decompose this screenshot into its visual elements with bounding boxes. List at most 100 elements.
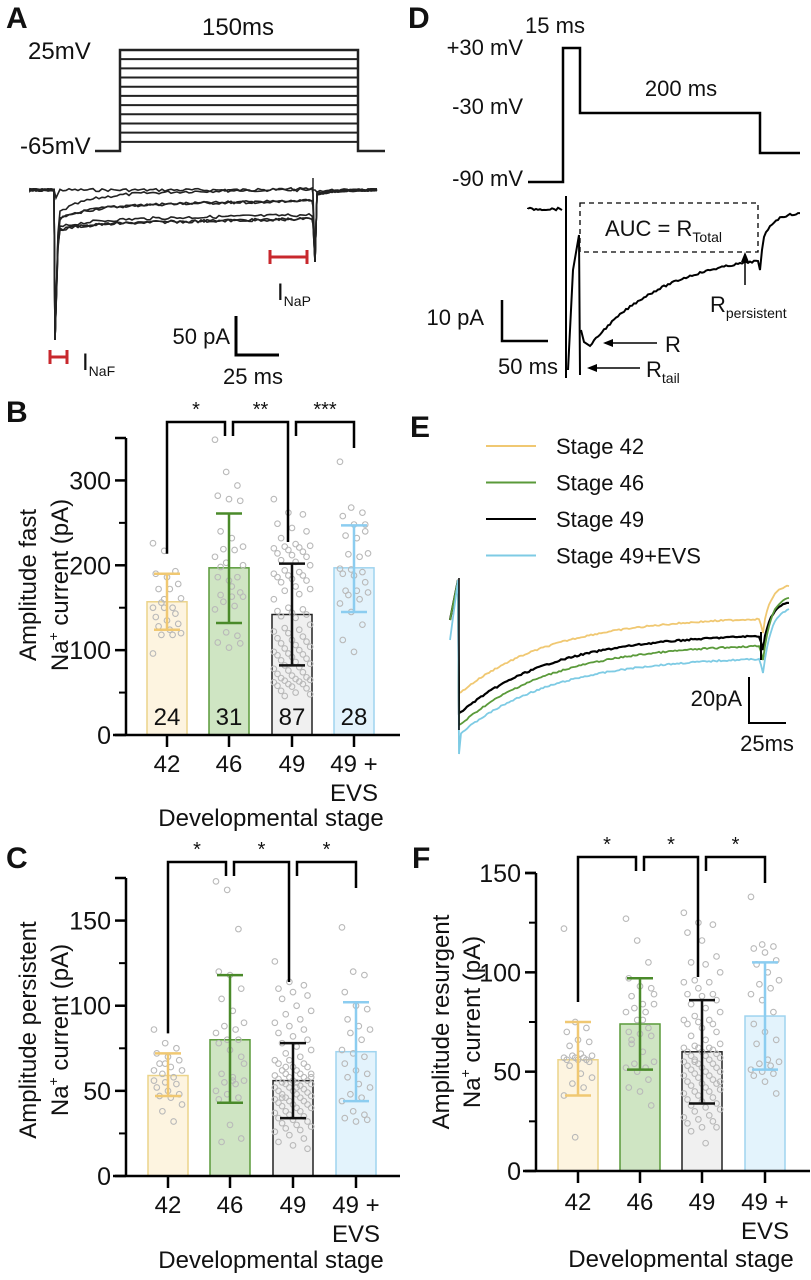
data-point xyxy=(220,598,227,606)
data-point xyxy=(300,1060,308,1067)
data-point xyxy=(713,1123,720,1131)
y-label-superscript: + xyxy=(45,632,61,640)
data-point xyxy=(691,976,699,984)
data-point xyxy=(158,631,165,639)
data-point xyxy=(300,1026,308,1033)
data-point xyxy=(307,1070,315,1078)
data-point xyxy=(705,1044,713,1052)
voltage-step-protocol xyxy=(95,48,385,153)
data-point xyxy=(588,1052,596,1060)
panel-label-d: D xyxy=(408,2,430,35)
significance-bracket xyxy=(232,860,291,982)
data-point xyxy=(218,1070,225,1078)
data-point xyxy=(175,1056,183,1064)
data-point xyxy=(356,595,363,603)
data-point xyxy=(631,1060,638,1068)
data-point xyxy=(680,1072,688,1079)
data-point xyxy=(680,1090,688,1097)
inap-label: INaP xyxy=(277,279,311,309)
data-point xyxy=(347,504,355,511)
data-point xyxy=(303,553,310,561)
data-point xyxy=(713,953,720,960)
data-point xyxy=(292,583,299,590)
data-point xyxy=(288,551,296,559)
data-point xyxy=(628,992,635,1000)
data-point xyxy=(306,621,314,629)
data-point xyxy=(270,665,278,673)
data-point xyxy=(300,1135,308,1142)
data-point xyxy=(275,1138,282,1146)
y-label-superscript: + xyxy=(45,1077,61,1085)
data-point xyxy=(288,683,296,690)
data-point xyxy=(281,567,289,574)
data-point xyxy=(278,1078,286,1086)
data-point xyxy=(240,1019,248,1027)
data-point xyxy=(684,1078,691,1085)
data-point xyxy=(647,1032,655,1040)
data-point xyxy=(680,1016,688,1024)
data-point xyxy=(709,921,717,929)
data-point xyxy=(687,1082,695,1089)
n-label: 31 xyxy=(216,704,243,731)
data-point xyxy=(150,1067,158,1074)
data-point xyxy=(296,1053,304,1061)
scale-bar xyxy=(234,316,279,357)
r-label: R xyxy=(665,332,681,357)
data-point xyxy=(169,604,176,612)
data-point xyxy=(304,1077,311,1084)
data-point xyxy=(281,543,289,550)
data-point xyxy=(356,553,363,561)
resurgent-current-trace xyxy=(527,206,801,348)
data-point xyxy=(645,1076,652,1083)
data-point xyxy=(705,978,713,986)
data-point xyxy=(684,1048,691,1056)
data-point xyxy=(358,1036,365,1044)
panel-d: D 15 ms 200 ms +30 mV -30 mV -90 mV AUC … xyxy=(408,2,801,386)
data-point xyxy=(691,1088,699,1095)
data-point xyxy=(341,1114,349,1122)
data-point xyxy=(217,563,224,571)
data-point xyxy=(307,1073,315,1081)
scale-x-label: 25 ms xyxy=(223,364,283,389)
scale-y-label: 10 pA xyxy=(427,305,485,330)
y-label-rest: current (pA) xyxy=(459,936,486,1069)
data-point xyxy=(647,1102,655,1109)
significance-bracket xyxy=(295,860,358,888)
data-point xyxy=(684,1096,691,1103)
data-point xyxy=(178,1067,186,1074)
significance-label: * xyxy=(667,834,675,856)
data-point xyxy=(775,1058,783,1066)
x-tick-label: 42 xyxy=(565,1189,592,1216)
data-point xyxy=(306,660,314,668)
data-point xyxy=(338,924,346,931)
data-point xyxy=(698,937,706,944)
significance-bracket xyxy=(294,420,356,448)
stage-traces xyxy=(448,578,790,755)
data-point xyxy=(237,1135,245,1142)
data-point xyxy=(304,1089,311,1096)
x-tick-label: EVS xyxy=(741,1218,789,1245)
data-point xyxy=(282,1010,290,1018)
data-point xyxy=(303,684,310,692)
data-point xyxy=(339,636,347,644)
data-point xyxy=(304,1063,311,1071)
pulse-duration-label: 15 ms xyxy=(525,13,585,38)
data-point xyxy=(270,595,278,603)
data-point xyxy=(716,1106,724,1113)
significance-bracket xyxy=(165,420,227,554)
significance-label: * xyxy=(258,839,266,861)
data-point xyxy=(150,1077,158,1084)
data-point xyxy=(293,1067,300,1074)
data-point xyxy=(293,1121,300,1129)
data-point xyxy=(275,1029,282,1037)
significance-label: * xyxy=(323,839,331,861)
data-point xyxy=(583,1024,590,1032)
data-point xyxy=(566,1062,573,1070)
y-label-superscript: + xyxy=(457,1069,473,1077)
data-point xyxy=(295,626,303,634)
data-point xyxy=(222,468,230,476)
significance-label: *** xyxy=(313,399,337,421)
step-outline xyxy=(95,48,385,153)
data-point xyxy=(705,1112,713,1119)
